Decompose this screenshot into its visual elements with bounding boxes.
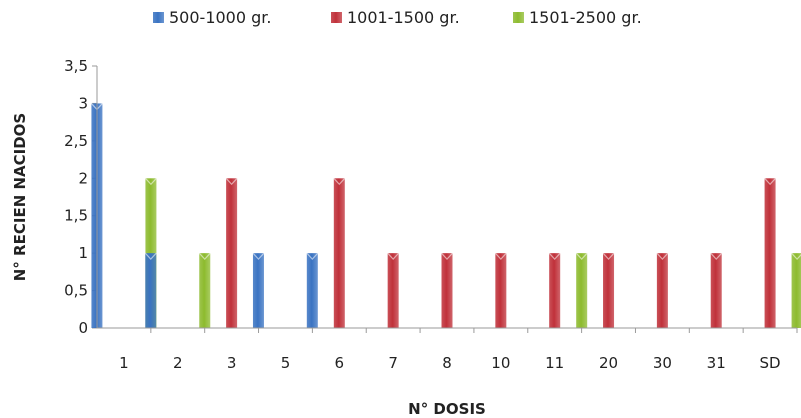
bar-cap	[441, 252, 453, 261]
x-tick-label: 11	[545, 354, 564, 372]
y-tick-label: 2	[78, 169, 88, 187]
legend-swatch	[331, 12, 342, 23]
x-tick-label: 30	[653, 354, 672, 372]
bar-cap	[306, 252, 319, 261]
x-tick-label: 3	[227, 354, 237, 372]
x-axis-ticks: 1 2 3 5 6 7 8 10 11 20 30 31 SD	[119, 328, 798, 372]
x-tick-label: 31	[707, 354, 726, 372]
x-tick-label: 8	[442, 354, 452, 372]
x-tick-label: 7	[388, 354, 398, 372]
x-axis-title: N° DOSIS	[408, 400, 486, 418]
legend-label: 1001-1500 gr.	[347, 8, 460, 27]
bar	[495, 253, 507, 328]
bar	[441, 253, 453, 328]
bar	[333, 178, 345, 328]
bars	[90, 103, 801, 328]
legend-swatch	[513, 12, 524, 23]
bar-cap	[656, 252, 669, 261]
x-tick-label: 5	[281, 354, 291, 372]
y-tick-label: 3,5	[64, 57, 88, 75]
bar	[387, 253, 399, 328]
bar	[306, 253, 318, 328]
x-tick-label: 6	[335, 354, 345, 372]
bar-cap	[575, 252, 588, 261]
legend: 500-1000 gr. 1001-1500 gr. 1501-2500 gr.	[153, 8, 642, 27]
bar	[603, 253, 615, 328]
y-axis-title: N° RECIEN NACIDOS	[11, 113, 29, 281]
bar-cap	[144, 252, 157, 261]
y-tick-label: 2,5	[64, 132, 88, 150]
legend-swatch	[153, 12, 164, 23]
bar-cap	[548, 252, 561, 261]
y-tick-label: 0,5	[64, 282, 88, 300]
bar	[252, 253, 264, 328]
bar-cap	[710, 252, 723, 261]
bar-cap	[225, 177, 238, 186]
bar	[764, 178, 776, 328]
legend-label: 500-1000 gr.	[169, 8, 271, 27]
bar	[791, 253, 801, 328]
bar	[576, 253, 588, 328]
y-tick-label: 3	[78, 94, 88, 112]
bar	[145, 253, 157, 328]
bar-cap	[198, 252, 211, 261]
bar	[656, 253, 668, 328]
x-tick-label: 10	[491, 354, 510, 372]
x-tick-label: 2	[173, 354, 183, 372]
bar-cap	[602, 252, 615, 261]
y-tick-label: 1,5	[64, 207, 88, 225]
bar-cap	[387, 252, 400, 261]
bar-cap	[494, 252, 507, 261]
bar-cap	[252, 252, 265, 261]
bar	[199, 253, 211, 328]
legend-label: 1501-2500 gr.	[529, 8, 642, 27]
bar	[226, 178, 238, 328]
x-tick-label: SD	[760, 354, 781, 372]
bar	[549, 253, 561, 328]
bar	[710, 253, 722, 328]
bar-cap	[144, 177, 157, 186]
x-tick-label: 20	[599, 354, 618, 372]
bar-cap	[333, 177, 346, 186]
y-tick-label: 1	[78, 244, 88, 262]
bar-cap	[764, 177, 777, 186]
x-tick-label: 1	[119, 354, 129, 372]
y-tick-label: 0	[78, 319, 88, 337]
